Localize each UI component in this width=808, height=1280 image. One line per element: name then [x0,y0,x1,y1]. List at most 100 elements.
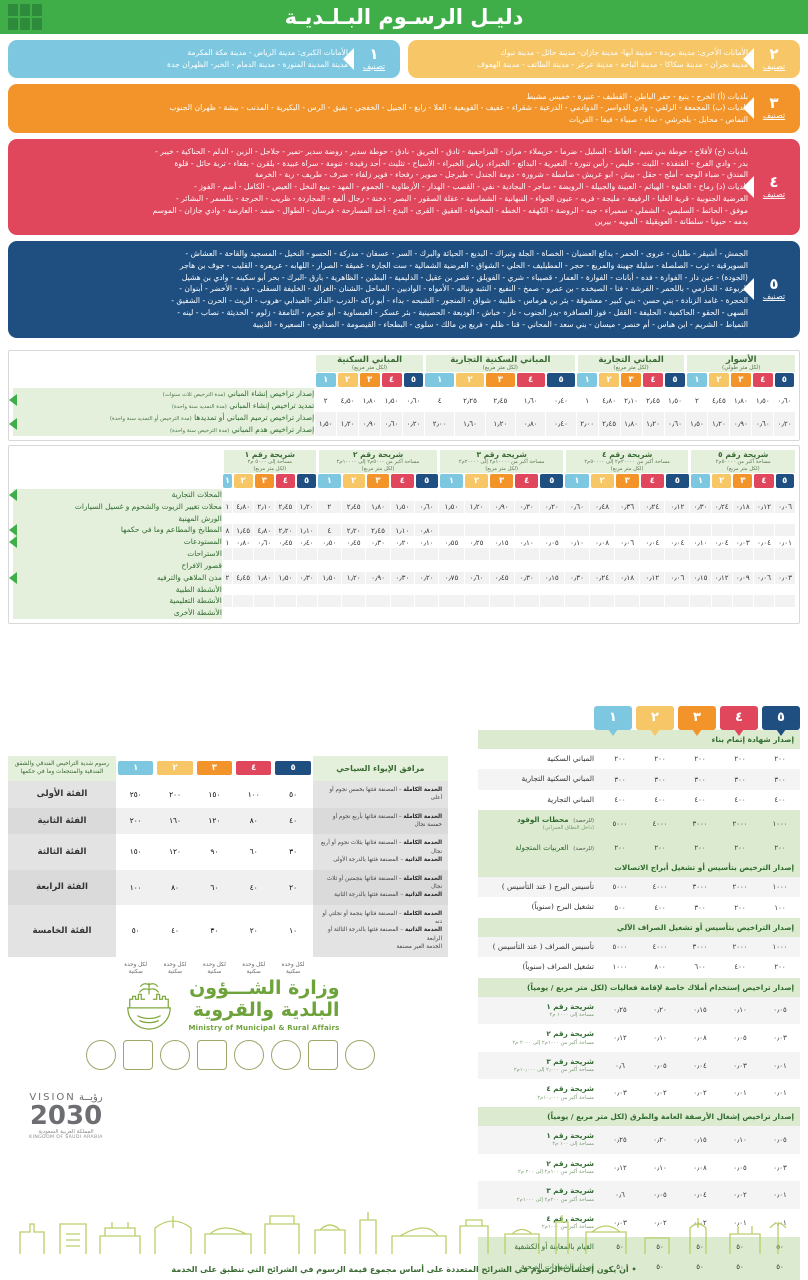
fee-cell: ٢٠٠ [640,837,680,859]
tier-chip-cell: ٣ [615,473,640,489]
classification-2-line1: الأمانات الأخرى: مدينة بريدة - مدينة أبه… [500,48,748,57]
row-label-line1: إصدار تراخيص إنشاء المباني (مدة الترخيص … [162,389,315,399]
classification-2-label: تصنيف [762,61,786,71]
fee-cell: ١٥٠ [194,780,235,808]
tier-chip-2: ٢ [465,473,489,488]
tier-chip-5: ٥ [540,473,564,488]
tier-chip-1: ١ [439,473,464,488]
fee-cell: ٠٫٠٨ [693,1163,707,1172]
fee-cell [664,559,690,572]
fee-cell: ٠٫٢٠ [402,411,425,436]
tourist-desc-line: الخدمة الكاملة – المصنفة فئاتها بنجمتين … [327,875,442,890]
fee-cell [389,607,415,620]
fee-cell [438,583,465,596]
fee-cell: ٢٠٠ [774,755,786,764]
tourist-desc-line: الخدمة الذاتية – المصنفة فئتها بالدرجة ا… [334,892,442,899]
slice-header-2: شريحة رقم ٣ مساحة أكبر من ١٠٠٠٠م٢ إلى ٢٠٠… [437,449,565,473]
fee-cell: ٢٫١٠ [253,500,275,513]
table-row: الخدمة الكاملة – المصنفة فئاتها بنجمة أو… [8,904,448,957]
fee-cell: ٤٠٠ [734,795,746,804]
notch-icon [743,97,754,120]
fee-cell [689,607,712,620]
fee-cell [488,548,515,560]
fee-cell: ٣٠٠٠ [680,877,720,898]
fee-cell [438,559,465,572]
fee-cell [513,607,540,620]
fee-cell [774,548,795,560]
fee-cell: ٥٠ [640,1236,680,1257]
tier-pin-label: ٢ [651,710,659,725]
section-title: إصدار الترخيص بتأسيس أو تشغيل أبراج الات… [478,858,800,878]
fee-cell: ١٫٥٠ [685,411,708,436]
table-row: الاستراحات [13,548,795,560]
fee-cell [538,548,565,560]
fee-cell [253,512,275,525]
arrow-icon [9,394,17,406]
fee-cell: ٢٠٠ [600,837,640,859]
fee-cell [689,488,712,501]
arrow-icon [9,524,17,537]
tier-chip-1: ١ [690,473,711,488]
fee-cell: ١٠٠ [234,780,274,808]
tier-chip-4: ٤ [643,373,664,388]
tier-chip-1: ١ [565,473,589,488]
fee-cell [731,512,754,525]
fee-cell: ٥٠ [760,1236,800,1257]
fee-cell: ٠٫٣٦ [614,500,640,513]
fee-cell: ٠٫٦٠ [380,411,403,436]
vision-latin-word: VISION [29,1092,76,1103]
fee-cell [232,583,254,596]
fee-cell: ٢٫٤٥ [597,411,621,436]
fee-cell: ١٫٦٠ [454,411,486,436]
tier-chip-cell: ٣ [485,372,515,388]
fee-cell: ٦٠ [194,869,235,905]
tourist-description: الخدمة الكاملة – المصنفة فئتها بخمس نجوم… [312,780,448,808]
fee-cell [513,595,540,608]
fee-cell [389,583,415,596]
fee-cell [689,512,712,525]
fee-cell: ١٫٥٠ [389,500,415,513]
fee-cell [295,548,318,560]
tier-chip-1: ١ [223,473,232,488]
table-row: الخدمة الكاملة – المصنفة فئاتها بأربع نج… [8,807,448,835]
tier-chip-cell: ١ [424,372,454,388]
fee-cell: ٠٫١٠ [689,536,712,549]
fee-cell [221,488,233,501]
fee-cell: ٥٠ [273,780,313,808]
fee-cell: ٠٫٠٢ [653,1218,667,1227]
tier-chip-cell: ٣ [730,372,752,388]
fee-cell: ١٦٠ [155,807,195,835]
fee-cell [232,595,254,608]
fee-cell: ٥٠ [116,904,156,957]
fee-cell [414,559,439,572]
tier-chip-cell: ٣ [489,473,514,489]
unit-label: لكل وحدة سكنية [124,961,148,976]
tier-chip-1: ١ [686,373,707,388]
classification-1-line2: مدينة المدينة المنورة - مدينة الدمام - ا… [167,59,348,69]
fee-cell [710,583,733,596]
fee-cell: ٤٫٥٠ [336,388,359,412]
tourist-desc-line: الخدمة الذاتية – المصنفة فئتها بالدرجة ا… [327,927,442,942]
ministry-en-line: Ministry of Municipal & Rural Affairs [188,1023,340,1032]
tier-chip-2: ٢ [337,373,358,388]
fee-cell: ٠٫٢٠ [773,411,795,436]
fee-cell: ٤٠ [234,869,274,905]
fee-cell [274,595,297,608]
fee-cell [538,488,565,501]
fee-cell: ٠٫١٢ [639,571,665,584]
tourist-desc-line: الخدمة الذاتية – المصنفة فئتها بالدرجة ا… [333,857,442,864]
row-label: الاستراحات [13,548,223,560]
fee-cell: ٠٫٠٨ [589,536,615,549]
fee-cell: ١٠٠ [760,1277,800,1280]
tier-chip-cell: ٥ [539,473,564,489]
table-row: قصور الافراح [13,559,795,572]
fee-cell [664,595,690,608]
section-title: إصدار تراخيص إشغال الأرصفة العامة والطرق… [478,1107,800,1127]
buildings-header-spacer [13,355,315,389]
tier-chip-2: ٢ [157,761,193,776]
classification-4-line4: بلديات (د) رماح - الحلوة - الهياثم - الع… [194,182,748,192]
fee-cell [389,512,415,525]
slice-header-4: شريحة رقم ٥ مساحة أكبر من ٥٠٠٠٠م٢ (لكل متر… [688,449,795,473]
tier-chip-cell: ٣ [359,372,381,388]
tourist-description: الخدمة الكاملة – المصنفة فئاتها بنجمة أو… [312,904,448,957]
